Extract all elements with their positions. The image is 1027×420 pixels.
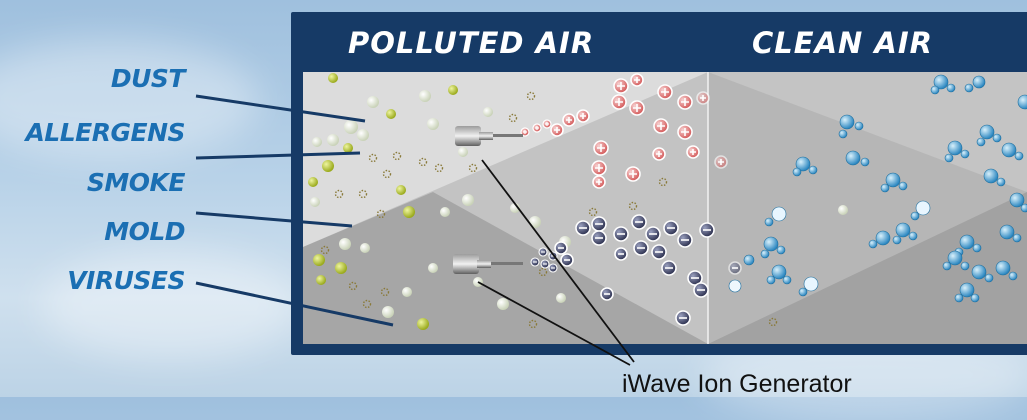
leader-line-dust (195, 94, 366, 123)
ion-generator-nozzle-bottom (453, 254, 523, 274)
ion-generator-nozzle-top (455, 126, 523, 146)
leader-line-mold (195, 211, 353, 228)
ion-generator-caption: iWave Ion Generator (622, 370, 852, 398)
negative-ions (530, 214, 742, 326)
label-allergens: ALLERGENS (25, 118, 185, 147)
pollutant-particles (308, 73, 848, 330)
leader-line-viruses (195, 281, 394, 327)
label-viruses: VIRUSES (67, 266, 185, 295)
polluted-air-header: POLLUTED AIR (348, 26, 595, 60)
leader-line-generator-bottom (477, 281, 631, 366)
positive-ions (520, 73, 728, 189)
leader-lines (195, 94, 635, 366)
smoke-particles (320, 91, 778, 329)
clean-air-molecules (728, 74, 1027, 303)
air-chamber (303, 72, 1027, 344)
leader-line-generator-top (481, 159, 635, 363)
label-mold: MOLD (104, 217, 185, 246)
label-smoke: SMOKE (86, 168, 186, 197)
clean-air-header: CLEAN AIR (752, 26, 933, 60)
label-dust: DUST (110, 64, 186, 93)
leader-line-allergens (195, 151, 361, 160)
